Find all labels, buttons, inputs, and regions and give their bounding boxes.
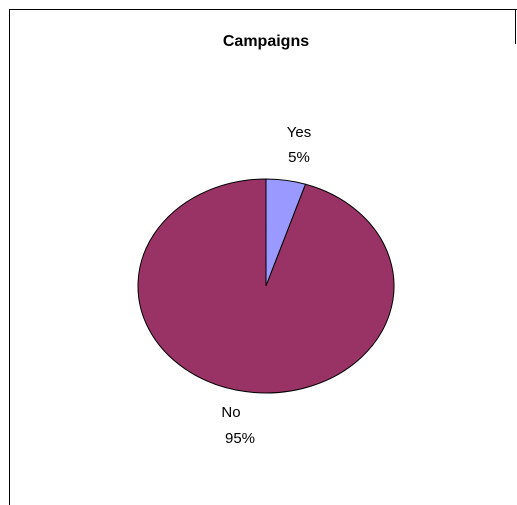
slice-label-no: No [221,404,240,421]
slice-label-yes: Yes [287,124,311,141]
pie-slices [137,178,395,394]
slice-value-no: 95% [225,430,255,447]
chart-title: Campaigns [223,33,309,50]
pie-slice-no [137,178,395,394]
slice-value-yes: 5% [288,149,310,166]
